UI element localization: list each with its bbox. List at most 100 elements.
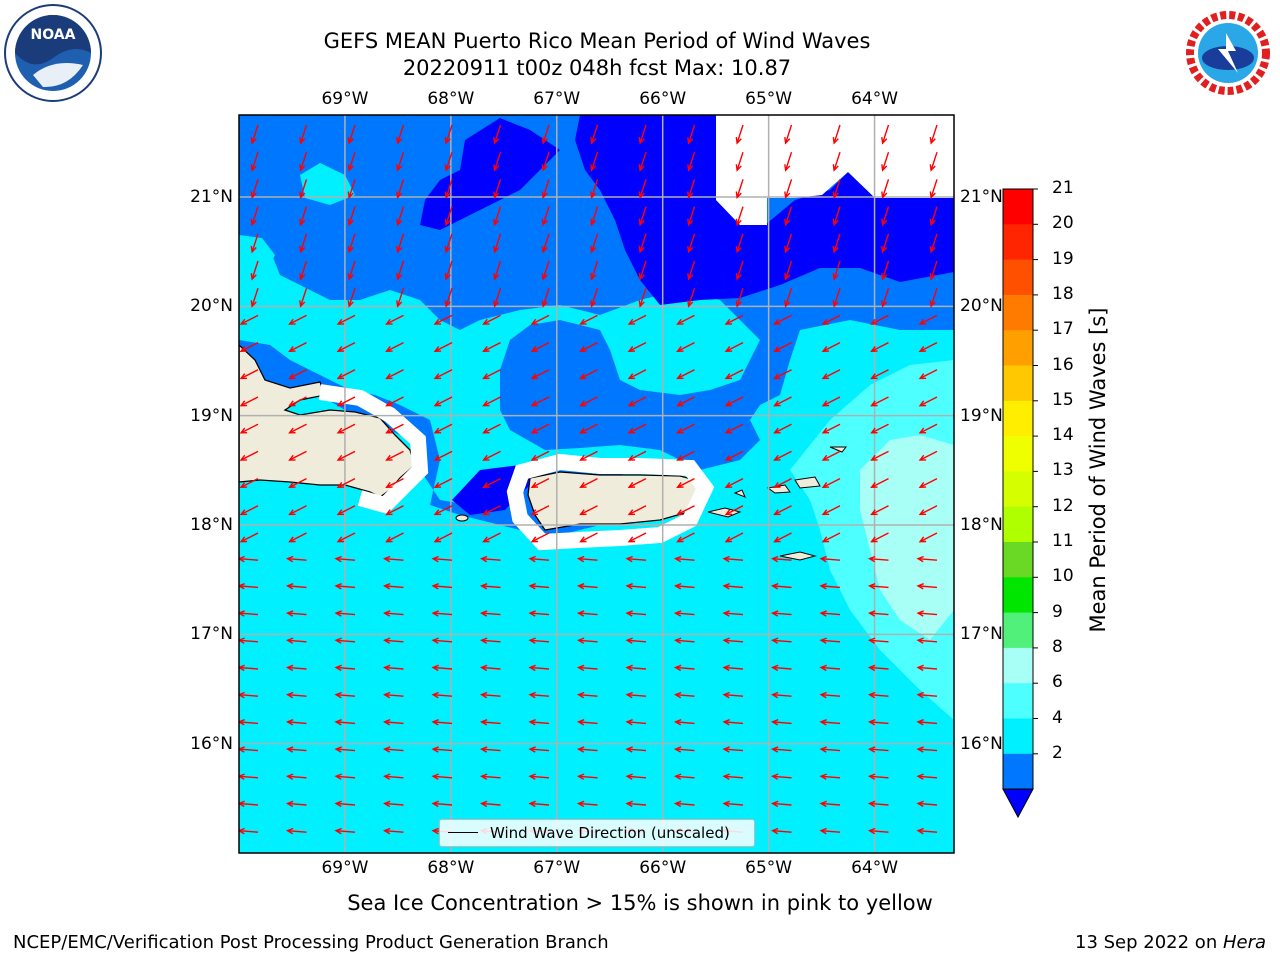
wave-arrow bbox=[918, 856, 937, 861]
wave-arrow bbox=[916, 691, 938, 699]
wave-arrow bbox=[576, 719, 598, 726]
land-st-thomas bbox=[766, 484, 791, 494]
colorbar-segment bbox=[1003, 224, 1033, 261]
wave-arrow bbox=[336, 396, 356, 407]
wave-arrow bbox=[285, 583, 307, 590]
wave-arrow bbox=[821, 369, 841, 380]
wave-arrow bbox=[916, 746, 938, 753]
wave-arrow bbox=[433, 423, 453, 434]
field-lt2-ne bbox=[575, 115, 954, 305]
wave-arrow bbox=[832, 206, 841, 227]
wave-arrow bbox=[250, 260, 259, 281]
wave-arrow bbox=[541, 124, 550, 145]
wave-arrow bbox=[285, 555, 307, 563]
wave-arrow bbox=[676, 369, 695, 380]
wave-arrow bbox=[444, 260, 453, 281]
wave-arrow bbox=[724, 423, 744, 434]
wave-arrow bbox=[579, 532, 598, 543]
wave-arrow bbox=[918, 341, 938, 352]
wave-arrow bbox=[819, 719, 841, 726]
wave-arrow bbox=[285, 773, 307, 780]
colorbar-tick-label: 13 bbox=[1052, 460, 1074, 481]
lon-label-top: 64°W bbox=[851, 89, 899, 109]
wave-arrow bbox=[250, 233, 259, 254]
lon-label-top: 69°W bbox=[321, 89, 369, 109]
wave-arrow bbox=[638, 124, 647, 145]
wave-arrow bbox=[576, 583, 598, 590]
wave-arrow bbox=[625, 800, 647, 808]
wave-arrow bbox=[819, 555, 841, 563]
wave-arrow bbox=[638, 151, 647, 172]
wave-arrow bbox=[821, 505, 841, 516]
wave-arrow bbox=[735, 233, 744, 254]
wave-arrow bbox=[479, 555, 501, 563]
footer-machine: Hera bbox=[1222, 932, 1266, 953]
wave-arrow bbox=[627, 532, 647, 543]
wave-arrow bbox=[773, 532, 792, 543]
wave-arrow bbox=[431, 610, 453, 617]
wave-arrow bbox=[819, 664, 841, 672]
colorbar-tick-label: 11 bbox=[1052, 531, 1074, 551]
wave-arrow bbox=[881, 151, 890, 172]
colorbar-tick-label: 10 bbox=[1052, 566, 1074, 587]
wave-arrow bbox=[382, 719, 404, 726]
wave-arrow bbox=[334, 800, 356, 808]
wave-arrow bbox=[479, 637, 501, 644]
wave-arrow bbox=[821, 396, 841, 407]
wind-wave-arrows bbox=[239, 124, 938, 861]
wave-arrow bbox=[299, 233, 308, 254]
wave-arrow bbox=[334, 773, 356, 780]
wave-arrow bbox=[336, 314, 356, 325]
wave-arrow bbox=[250, 179, 259, 200]
wave-arrow bbox=[724, 396, 744, 407]
wave-arrow bbox=[881, 179, 890, 200]
wave-arrow bbox=[784, 206, 793, 227]
wave-arrow bbox=[724, 369, 744, 380]
wave-arrow bbox=[528, 719, 550, 726]
wave-arrow bbox=[916, 637, 938, 644]
wave-arrow bbox=[735, 287, 744, 308]
wave-arrow bbox=[918, 505, 938, 516]
wave-arrow bbox=[431, 719, 453, 726]
lat-label-right: 16°N bbox=[960, 733, 1003, 754]
wave-arrow bbox=[530, 314, 550, 325]
colorbar-tick-label: 4 bbox=[1052, 707, 1063, 728]
wave-arrow bbox=[722, 583, 744, 590]
colorbar-segment bbox=[1003, 577, 1033, 614]
wave-arrow bbox=[916, 583, 938, 590]
wave-arrow bbox=[579, 505, 598, 516]
wave-arrow bbox=[627, 423, 647, 434]
field-4-6-nw bbox=[239, 235, 275, 275]
wave-arrow bbox=[431, 664, 453, 672]
wave-arrow bbox=[479, 691, 501, 699]
wave-arrow bbox=[385, 314, 404, 325]
wave-arrow bbox=[385, 856, 404, 861]
wave-arrow bbox=[773, 369, 792, 380]
wave-arrow bbox=[493, 206, 502, 227]
wave-arrow bbox=[444, 287, 453, 308]
wave-arrow bbox=[576, 773, 598, 780]
wave-arrow bbox=[627, 477, 647, 488]
colorbar-tick-label: 8 bbox=[1052, 636, 1063, 657]
wave-arrow bbox=[336, 341, 356, 352]
wave-arrow bbox=[385, 505, 404, 516]
wave-arrow bbox=[579, 396, 598, 407]
wave-arrow bbox=[673, 637, 695, 644]
wave-arrow bbox=[867, 800, 889, 808]
wave-arrow bbox=[347, 206, 356, 227]
wave-arrow bbox=[239, 532, 259, 543]
wave-arrow bbox=[625, 746, 647, 753]
wave-arrow bbox=[821, 314, 841, 325]
wave-arrow bbox=[336, 369, 356, 380]
wave-arrow bbox=[382, 610, 404, 617]
wave-arrow bbox=[396, 287, 405, 308]
wave-arrow bbox=[396, 260, 405, 281]
wave-arrow bbox=[285, 610, 307, 617]
wave-arrow bbox=[770, 610, 792, 617]
wave-arrow bbox=[347, 233, 356, 254]
wave-arrow bbox=[482, 477, 501, 488]
wave-arrow bbox=[590, 179, 599, 200]
wave-arrow bbox=[239, 505, 259, 516]
colorbar-tick-label: 17 bbox=[1052, 319, 1074, 340]
wave-arrow bbox=[773, 396, 792, 407]
